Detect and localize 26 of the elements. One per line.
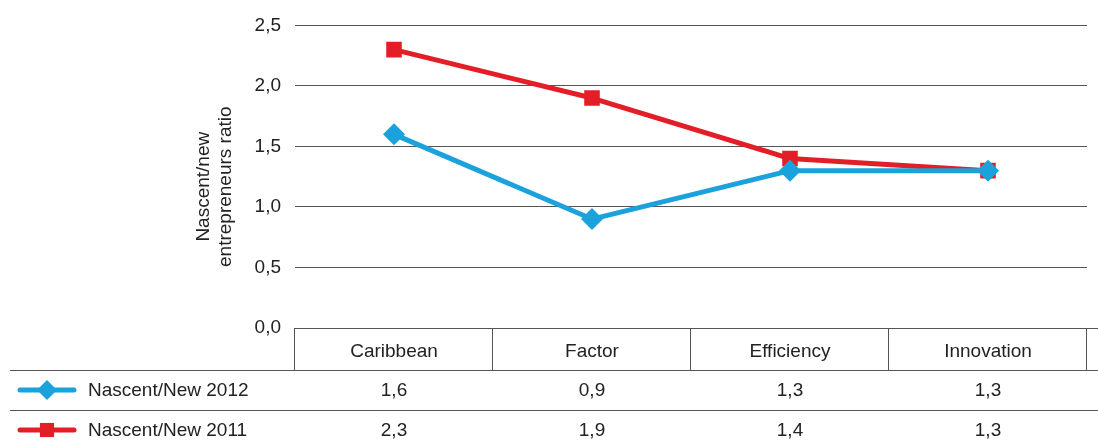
legend-label: Nascent/New 2011 bbox=[88, 419, 248, 441]
data-label: 1,3 bbox=[776, 379, 804, 401]
data-label: 0,9 bbox=[578, 379, 606, 401]
x-tick-label: Innovation bbox=[944, 339, 1032, 361]
y-axis-title: Nascent/new entrepreneurs ratio bbox=[192, 106, 236, 267]
x-tick-label: Caribbean bbox=[350, 339, 438, 361]
y-tick-label: 0,0 bbox=[254, 316, 281, 338]
point bbox=[383, 123, 405, 146]
legend-label: Nascent/New 2012 bbox=[88, 379, 249, 401]
data-label: 1,9 bbox=[578, 419, 606, 441]
data-label: 1,4 bbox=[776, 419, 804, 441]
x-tick-label: Efficiency bbox=[749, 339, 831, 361]
data-label: 1,6 bbox=[380, 379, 408, 401]
data-label: 1,3 bbox=[974, 419, 1002, 441]
point bbox=[386, 41, 402, 58]
y-tick-label: 2,0 bbox=[254, 74, 281, 96]
point bbox=[779, 159, 801, 182]
data-label: 1,3 bbox=[974, 379, 1002, 401]
y-tick-label: 1,0 bbox=[254, 195, 281, 217]
y-tick-label: 1,5 bbox=[254, 134, 281, 156]
point bbox=[584, 90, 600, 106]
point bbox=[581, 208, 603, 231]
y-tick-label: 2,5 bbox=[254, 13, 281, 35]
y-tick-label: 0,5 bbox=[254, 255, 281, 277]
x-tick-label: Factor bbox=[565, 339, 620, 361]
data-label: 2,3 bbox=[380, 419, 408, 441]
